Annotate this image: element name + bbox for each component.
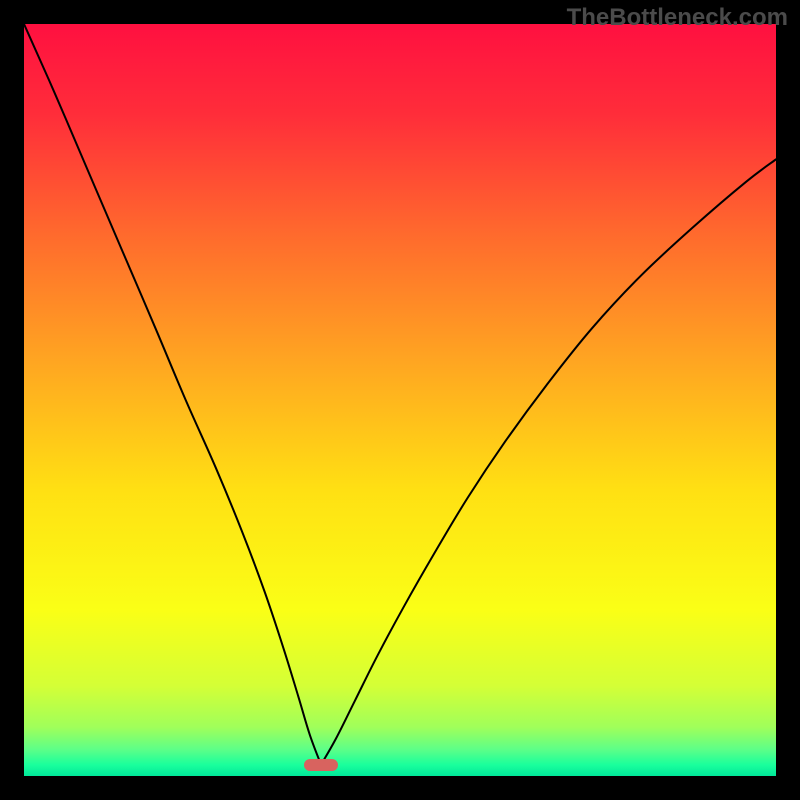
watermark-text: TheBottleneck.com [567,4,788,32]
optimal-point-marker [304,759,338,771]
chart-root: TheBottleneck.com [0,0,800,800]
bottleneck-curve [24,24,776,776]
plot-area [24,24,776,776]
